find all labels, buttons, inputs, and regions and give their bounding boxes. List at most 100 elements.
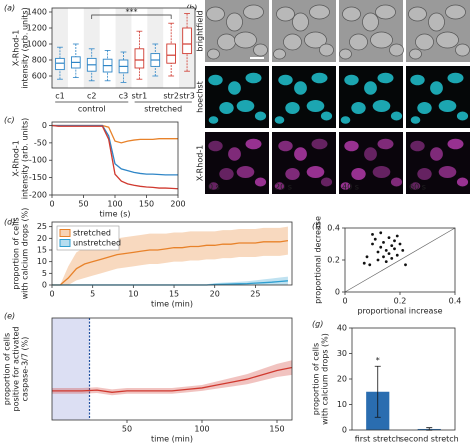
x-tick-label: 150 — [139, 200, 154, 209]
panel-label: (a) — [4, 4, 15, 13]
cell — [236, 166, 255, 178]
x-tick-label: 0.2 — [394, 297, 407, 306]
cell — [294, 81, 307, 95]
scatter-point — [382, 241, 385, 244]
cell — [351, 102, 366, 114]
cell — [320, 111, 333, 121]
scatter-point — [384, 249, 388, 252]
cell — [430, 147, 443, 161]
y-axis-label: positive for activated — [12, 327, 21, 412]
cell-outline — [226, 12, 243, 32]
time-label: 20 s — [275, 183, 292, 192]
x-tick-label: str3 — [179, 92, 195, 101]
cell — [228, 81, 241, 95]
x-tick-label: 0 — [342, 297, 347, 306]
significance-label: *** — [125, 8, 137, 17]
y-axis-label: intensity (arb. units) — [21, 7, 30, 89]
x-tick-label: 100 — [194, 425, 209, 434]
x-tick-label: 25 — [250, 290, 260, 299]
cell — [278, 74, 293, 86]
cell — [306, 100, 325, 112]
time-label: 60 s — [409, 183, 426, 192]
cell — [417, 102, 432, 114]
y-tick-label: 0 — [42, 281, 47, 290]
cell-outline — [415, 33, 434, 51]
x-tick-label: c1 — [55, 92, 65, 101]
cell — [208, 116, 219, 124]
x-axis-label: proportional increase — [357, 307, 442, 316]
y-tick-label: 20 — [37, 234, 47, 243]
cell-outline — [409, 48, 422, 60]
y-tick-label: 15 — [37, 246, 47, 255]
cell-outline — [234, 31, 257, 49]
cell — [390, 177, 403, 187]
cell — [285, 168, 300, 180]
panel-label: (d) — [4, 218, 15, 227]
cell — [372, 166, 391, 178]
x-tick-label: c3 — [119, 92, 129, 101]
cell — [438, 100, 457, 112]
cell — [364, 147, 377, 161]
y-tick-label: -150 — [29, 173, 47, 182]
cell — [372, 100, 391, 112]
time-label: 40 s — [342, 183, 359, 192]
cell — [219, 168, 234, 180]
row-label: hoechst — [196, 81, 205, 113]
panel-label: (f) — [312, 222, 321, 231]
cell-outline — [207, 48, 220, 60]
cell-outline — [428, 12, 445, 32]
y-tick-label: 800 — [32, 56, 47, 65]
x-tick-label: 20 — [210, 290, 220, 299]
y-axis-label: proportion of cells — [3, 333, 12, 405]
series-line — [51, 124, 179, 190]
cell-outline — [445, 4, 466, 20]
y-tick-label: 0 — [335, 288, 340, 297]
cell-outline — [206, 6, 225, 22]
x-tick-label: 5 — [90, 290, 95, 299]
row-label: X-Rhod-1 — [196, 145, 205, 182]
cell — [294, 147, 307, 161]
plot-frame — [351, 327, 456, 431]
cell-outline — [370, 31, 393, 49]
box — [134, 48, 145, 69]
error-bar — [374, 365, 381, 418]
scatter-point — [376, 258, 380, 262]
y-tick-label: 0 — [342, 426, 347, 435]
y-axis-label: proportion of cells — [12, 217, 21, 289]
scatter-point — [387, 252, 391, 256]
y-tick-label: 30 — [337, 349, 347, 358]
cell-outline — [276, 6, 295, 22]
cell-outline — [273, 48, 286, 60]
y-tick-label: 20 — [337, 375, 347, 384]
plot-frame — [51, 317, 293, 421]
scatter-point — [362, 261, 366, 265]
plot-frame — [344, 227, 456, 293]
cell-outline — [304, 31, 327, 49]
legend-swatch — [59, 239, 71, 247]
cell-outline — [349, 33, 368, 51]
stretch-period — [52, 318, 90, 420]
y-tick-label: -50 — [34, 138, 47, 147]
cell-outline — [319, 43, 334, 57]
legend-swatch — [59, 229, 71, 237]
cell — [208, 140, 223, 152]
cell — [311, 72, 328, 84]
cell — [377, 138, 394, 150]
scatter-point — [404, 263, 407, 267]
scatter-point — [390, 244, 394, 248]
cell-outline — [243, 4, 264, 20]
cell-outline — [309, 4, 330, 20]
scatter-point — [384, 260, 388, 263]
cell — [344, 140, 359, 152]
x-tick-label: c2 — [87, 92, 97, 101]
cell — [410, 74, 425, 86]
scatter-point — [373, 237, 377, 241]
legend-label: stretched — [73, 229, 111, 238]
significance-label: * — [376, 356, 380, 365]
y-tick-label: 10 — [337, 400, 347, 409]
y-axis-label: with calcium drops (%) — [321, 333, 330, 425]
cell — [274, 182, 285, 190]
scatter-point — [393, 239, 396, 243]
cell — [245, 72, 262, 84]
